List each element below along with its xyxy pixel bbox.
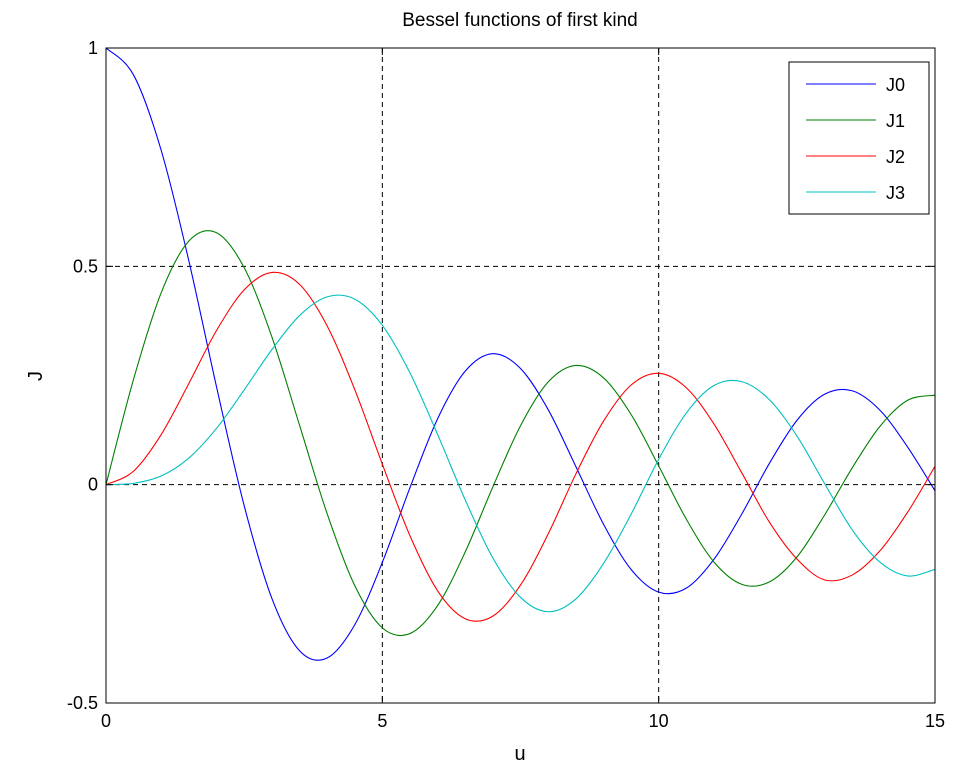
series-line-j3 [105, 294, 936, 613]
x-tick-label: 10 [649, 711, 669, 731]
legend: J0 J1 J2 J3 [788, 61, 930, 215]
series-line-j0 [105, 47, 936, 661]
y-tick-label: 0.5 [73, 256, 98, 276]
x-axis-label: u [514, 743, 525, 765]
series-line-j1 [105, 230, 936, 637]
y-axis-label: J [25, 371, 47, 381]
legend-label-j1: J1 [886, 111, 905, 131]
axis-ticks: 0 5 10 15-0.500.51 [67, 38, 945, 731]
series-lines [105, 47, 936, 661]
x-tick-label: 5 [377, 711, 387, 731]
grid-lines [106, 48, 935, 703]
series-line-j2 [105, 271, 936, 622]
chart-title: Bessel functions of first kind [402, 10, 638, 31]
legend-label-j2: J2 [886, 147, 905, 167]
legend-label-j0: J0 [886, 75, 905, 95]
y-tick-label: -0.5 [67, 693, 98, 713]
axes-frame [105, 47, 936, 704]
x-tick-label: 15 [925, 711, 945, 731]
legend-box [788, 61, 930, 215]
legend-label-j3: J3 [886, 183, 905, 203]
x-tick-label: 0 [101, 711, 111, 731]
y-tick-label: 1 [88, 38, 98, 58]
y-tick-label: 0 [88, 475, 98, 495]
